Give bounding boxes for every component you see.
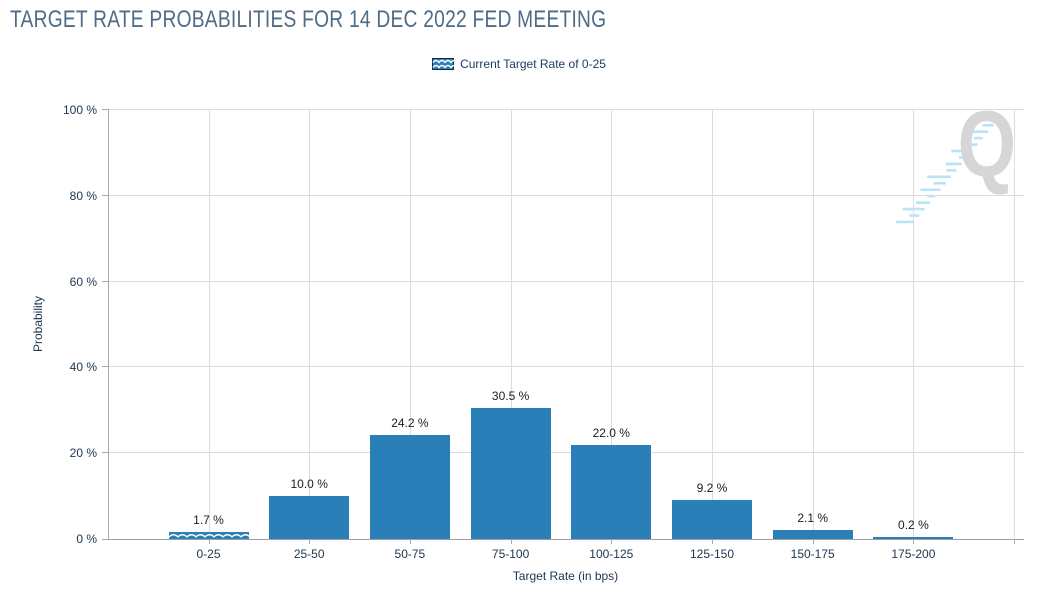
bar-value-label: 30.5 % [491, 389, 530, 404]
x-tick-mark [309, 539, 311, 544]
current-rate-pattern-icon [168, 533, 249, 538]
y-tick-label: 80 % [69, 188, 97, 203]
watermark-q-logo: Q [957, 91, 1017, 196]
x-gridline [812, 110, 814, 539]
x-tick-label: 100-125 [589, 547, 634, 561]
y-tick-label: 0 % [76, 532, 97, 546]
x-tick-mark [208, 539, 210, 544]
y-gridline [109, 452, 1024, 454]
legend-swatch-icon [432, 58, 456, 70]
x-gridline [208, 110, 210, 539]
bar-50-75 [369, 435, 450, 539]
y-tick-mark [102, 366, 109, 368]
watermark-dashes-icon [896, 117, 999, 224]
y-tick-mark [102, 109, 109, 110]
chart-title: TARGET RATE PROBABILITIES FOR 14 DEC 202… [10, 6, 755, 34]
x-axis-title: Target Rate (in bps) [512, 569, 619, 583]
x-gridline [510, 110, 512, 539]
x-tick-mark [611, 539, 613, 544]
x-tick-label: 50-75 [394, 547, 426, 561]
y-tick-mark [102, 280, 109, 282]
bar-value-label: 9.2 % [696, 480, 728, 495]
watermark: Q [868, 97, 1018, 228]
x-tick-mark [712, 539, 713, 544]
y-tick-label: 100 % [62, 103, 97, 117]
plot-area: Q 0 % 20 % 40 % 60 % 80 % 100 % 1.7 % 0-25 10.0 … [63, 97, 1024, 561]
x-tick-label: 25-50 [293, 547, 325, 561]
y-gridline [109, 194, 1024, 196]
x-tick-label: 0-25 [196, 547, 221, 561]
bar-75-100 [470, 408, 551, 539]
y-tick-label: 60 % [69, 274, 97, 289]
bar-175-200 [873, 537, 954, 539]
bar-100-125 [571, 444, 652, 539]
x-tick-mark [913, 539, 915, 544]
x-tick-label: 150-175 [790, 547, 835, 561]
y-gridline [109, 109, 1024, 110]
x-tick-label: 125-150 [689, 547, 735, 561]
y-gridline [109, 280, 1024, 282]
x-tick-mark [812, 539, 814, 544]
x-tick-label: 175-200 [891, 547, 936, 561]
bar-value-label: 24.2 % [391, 416, 429, 431]
bar-value-label: 1.7 % [193, 512, 224, 527]
bar-value-label: 10.0 % [290, 477, 328, 492]
y-tick-mark [102, 539, 109, 540]
y-axis-title: Probability [31, 295, 45, 353]
bar-0-25 [168, 531, 249, 539]
bar-value-label: 2.1 % [797, 511, 829, 525]
x-gridline [309, 110, 311, 539]
bar-value-label: 22.0 % [592, 425, 630, 440]
y-tick-label: 40 % [69, 360, 97, 375]
x-gridline [611, 110, 613, 539]
x-tick-mark [510, 539, 512, 544]
legend: Current Target Rate of 0-25 [0, 57, 1038, 71]
x-tick-mark [1014, 539, 1016, 544]
y-gridline [109, 366, 1024, 368]
bar-125-150 [672, 499, 752, 539]
bar-150-175 [772, 530, 853, 539]
chart-title-text: TARGET RATE PROBABILITIES FOR 14 DEC 202… [10, 6, 607, 33]
y-tick-mark [102, 194, 109, 196]
bar-value-label: 0.2 % [898, 518, 929, 532]
x-gridline [409, 110, 411, 539]
x-gridline [913, 110, 915, 539]
y-tick-mark [102, 452, 109, 454]
x-tick-mark [409, 539, 411, 544]
x-tick-label: 75-100 [491, 547, 530, 561]
x-gridline [712, 110, 713, 539]
x-gridline [1014, 110, 1016, 539]
legend-label: Current Target Rate of 0-25 [460, 57, 606, 71]
bar-25-50 [269, 496, 350, 539]
y-tick-label: 20 % [69, 446, 97, 461]
